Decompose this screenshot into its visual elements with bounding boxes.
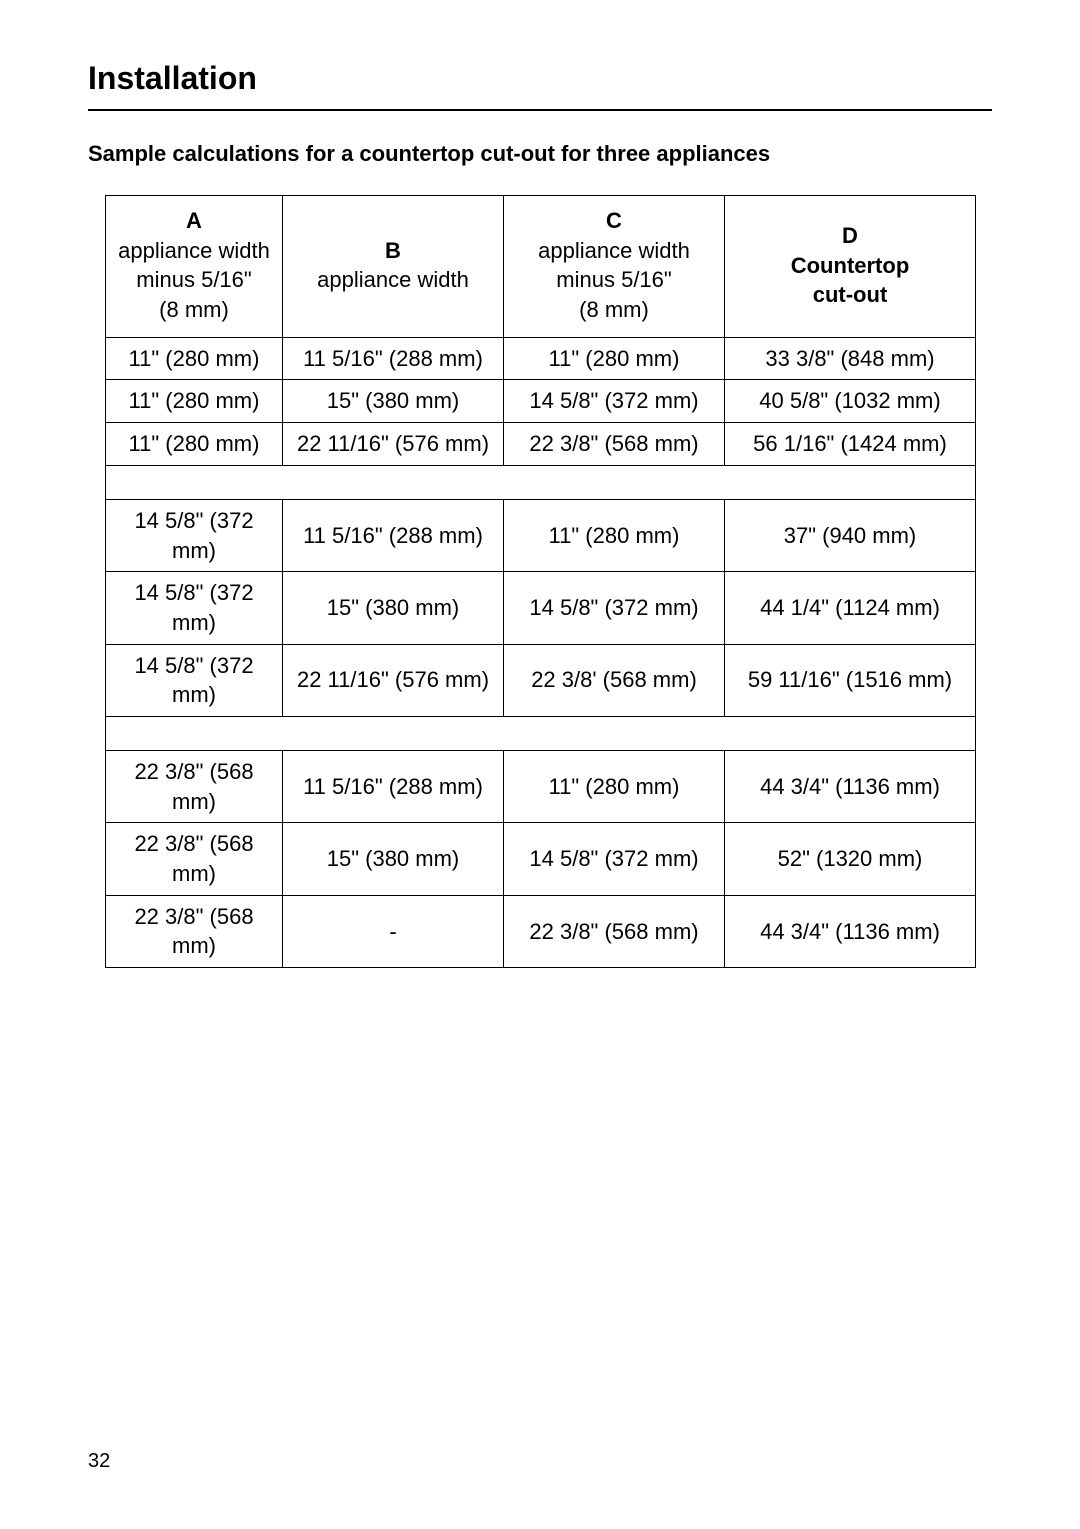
column-description: appliance width [112, 236, 276, 266]
calculations-table-wrap: Aappliance widthminus 5/16"(8 mm)Bapplia… [105, 195, 975, 968]
column-description: Countertop [731, 251, 969, 281]
table-header-cell: Cappliance widthminus 5/16"(8 mm) [504, 196, 725, 338]
table-row-spacer [106, 716, 976, 750]
table-row: 11" (280 mm)15" (380 mm)14 5/8" (372 mm)… [106, 380, 976, 423]
table-cell: 11" (280 mm) [106, 380, 283, 423]
table-row: 14 5/8" (372 mm)22 11/16" (576 mm)22 3/8… [106, 644, 976, 716]
page-title: Installation [88, 60, 992, 111]
table-cell: 14 5/8" (372 mm) [504, 380, 725, 423]
table-cell: 11" (280 mm) [106, 423, 283, 466]
table-header-cell: Bappliance width [283, 196, 504, 338]
calculations-table: Aappliance widthminus 5/16"(8 mm)Bapplia… [105, 195, 976, 968]
table-cell: 44 1/4" (1124 mm) [725, 572, 976, 644]
table-cell: 37" (940 mm) [725, 499, 976, 571]
column-description: appliance width [289, 265, 497, 295]
table-cell: 22 3/8" (568 mm) [106, 895, 283, 967]
table-cell: 44 3/4" (1136 mm) [725, 750, 976, 822]
table-header-row: Aappliance widthminus 5/16"(8 mm)Bapplia… [106, 196, 976, 338]
column-description: (8 mm) [510, 295, 718, 325]
column-letter: B [289, 236, 497, 266]
table-cell: - [283, 895, 504, 967]
table-cell: 11 5/16" (288 mm) [283, 499, 504, 571]
column-description: cut-out [731, 280, 969, 310]
table-row: 11" (280 mm)11 5/16" (288 mm)11" (280 mm… [106, 337, 976, 380]
column-description: appliance width [510, 236, 718, 266]
table-cell: 22 3/8' (568 mm) [504, 644, 725, 716]
table-cell: 11" (280 mm) [106, 337, 283, 380]
table-cell: 40 5/8" (1032 mm) [725, 380, 976, 423]
table-cell: 22 11/16" (576 mm) [283, 644, 504, 716]
table-cell: 14 5/8" (372 mm) [106, 644, 283, 716]
table-row: 14 5/8" (372 mm)15" (380 mm)14 5/8" (372… [106, 572, 976, 644]
column-letter: D [731, 221, 969, 251]
table-cell-spacer [106, 465, 976, 499]
table-cell: 14 5/8" (372 mm) [504, 823, 725, 895]
table-body: 11" (280 mm)11 5/16" (288 mm)11" (280 mm… [106, 337, 976, 967]
column-description: (8 mm) [112, 295, 276, 325]
table-cell: 11 5/16" (288 mm) [283, 750, 504, 822]
table-cell: 14 5/8" (372 mm) [504, 572, 725, 644]
table-row: 22 3/8" (568 mm)-22 3/8" (568 mm)44 3/4"… [106, 895, 976, 967]
table-cell: 44 3/4" (1136 mm) [725, 895, 976, 967]
table-cell: 22 3/8" (568 mm) [504, 423, 725, 466]
table-row: 11" (280 mm)22 11/16" (576 mm)22 3/8" (5… [106, 423, 976, 466]
table-row-spacer [106, 465, 976, 499]
table-cell: 22 3/8" (568 mm) [106, 750, 283, 822]
table-head: Aappliance widthminus 5/16"(8 mm)Bapplia… [106, 196, 976, 338]
table-cell: 56 1/16" (1424 mm) [725, 423, 976, 466]
table-cell: 14 5/8" (372 mm) [106, 499, 283, 571]
table-cell: 11" (280 mm) [504, 337, 725, 380]
page-number: 32 [88, 1450, 110, 1473]
table-header-cell: DCountertopcut-out [725, 196, 976, 338]
table-cell: 15" (380 mm) [283, 380, 504, 423]
column-description: minus 5/16" [510, 265, 718, 295]
table-row: 22 3/8" (568 mm)15" (380 mm)14 5/8" (372… [106, 823, 976, 895]
table-cell: 11" (280 mm) [504, 750, 725, 822]
table-cell: 52" (1320 mm) [725, 823, 976, 895]
column-description: minus 5/16" [112, 265, 276, 295]
column-letter: A [112, 206, 276, 236]
table-header-cell: Aappliance widthminus 5/16"(8 mm) [106, 196, 283, 338]
table-cell: 22 3/8" (568 mm) [504, 895, 725, 967]
table-cell-spacer [106, 716, 976, 750]
table-cell: 15" (380 mm) [283, 823, 504, 895]
table-cell: 22 3/8" (568 mm) [106, 823, 283, 895]
table-cell: 14 5/8" (372 mm) [106, 572, 283, 644]
table-cell: 59 11/16" (1516 mm) [725, 644, 976, 716]
table-cell: 15" (380 mm) [283, 572, 504, 644]
section-subtitle: Sample calculations for a countertop cut… [88, 141, 992, 167]
table-row: 14 5/8" (372 mm)11 5/16" (288 mm)11" (28… [106, 499, 976, 571]
table-cell: 33 3/8" (848 mm) [725, 337, 976, 380]
table-cell: 11 5/16" (288 mm) [283, 337, 504, 380]
table-cell: 11" (280 mm) [504, 499, 725, 571]
table-row: 22 3/8" (568 mm)11 5/16" (288 mm)11" (28… [106, 750, 976, 822]
column-letter: C [510, 206, 718, 236]
table-cell: 22 11/16" (576 mm) [283, 423, 504, 466]
